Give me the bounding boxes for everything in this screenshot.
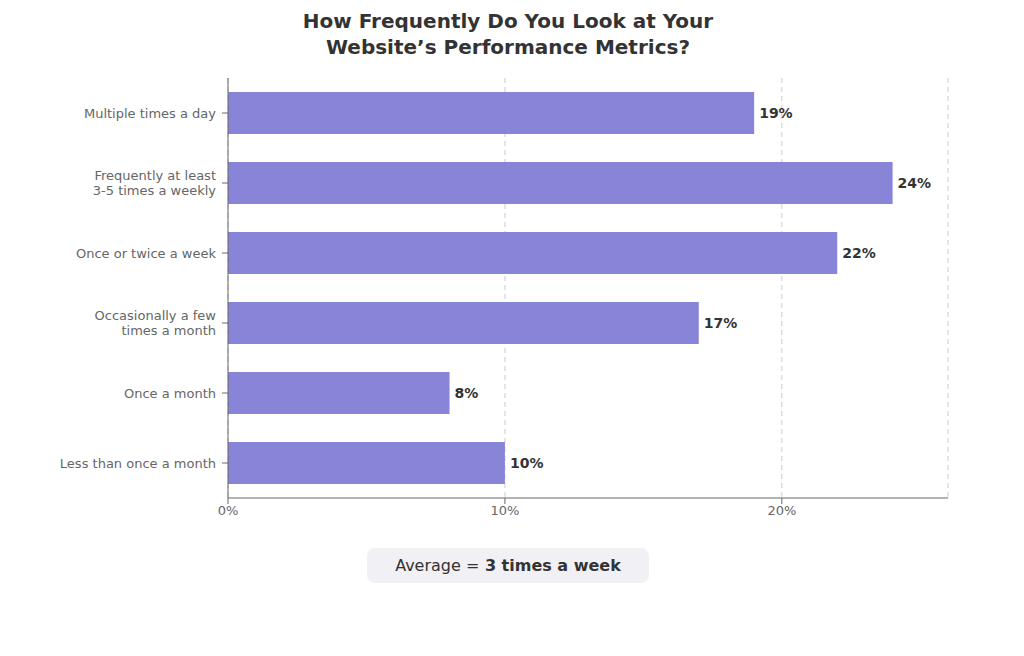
svg-text:Multiple times a day: Multiple times a day [84,106,216,121]
svg-text:19%: 19% [759,105,793,121]
svg-text:20%: 20% [767,503,796,518]
svg-text:Less than once a month: Less than once a month [60,456,216,471]
html-text:Average = 3 times a week: Average = 3 times a week [395,556,621,575]
svg-text:10%: 10% [490,503,519,518]
svg-text:Frequently at least3-5 times a: Frequently at least3-5 times a weekly [93,168,217,198]
svg-text:17%: 17% [704,315,738,331]
html-text:How Frequently Do You Look at: How Frequently Do You Look at Your [302,9,714,33]
svg-text:24%: 24% [898,175,932,191]
svg-text:Once or twice a week: Once or twice a week [76,246,217,261]
svg-text:8%: 8% [455,385,479,401]
svg-text:10%: 10% [510,455,544,471]
svg-text:22%: 22% [842,245,876,261]
svg-text:Once a month: Once a month [124,386,216,401]
html-text:Website’s Performance Metrics?: Website’s Performance Metrics? [326,35,690,59]
svg-text:Occasionally a fewtimes a mont: Occasionally a fewtimes a month [95,308,217,338]
svg-text:0%: 0% [218,503,239,518]
